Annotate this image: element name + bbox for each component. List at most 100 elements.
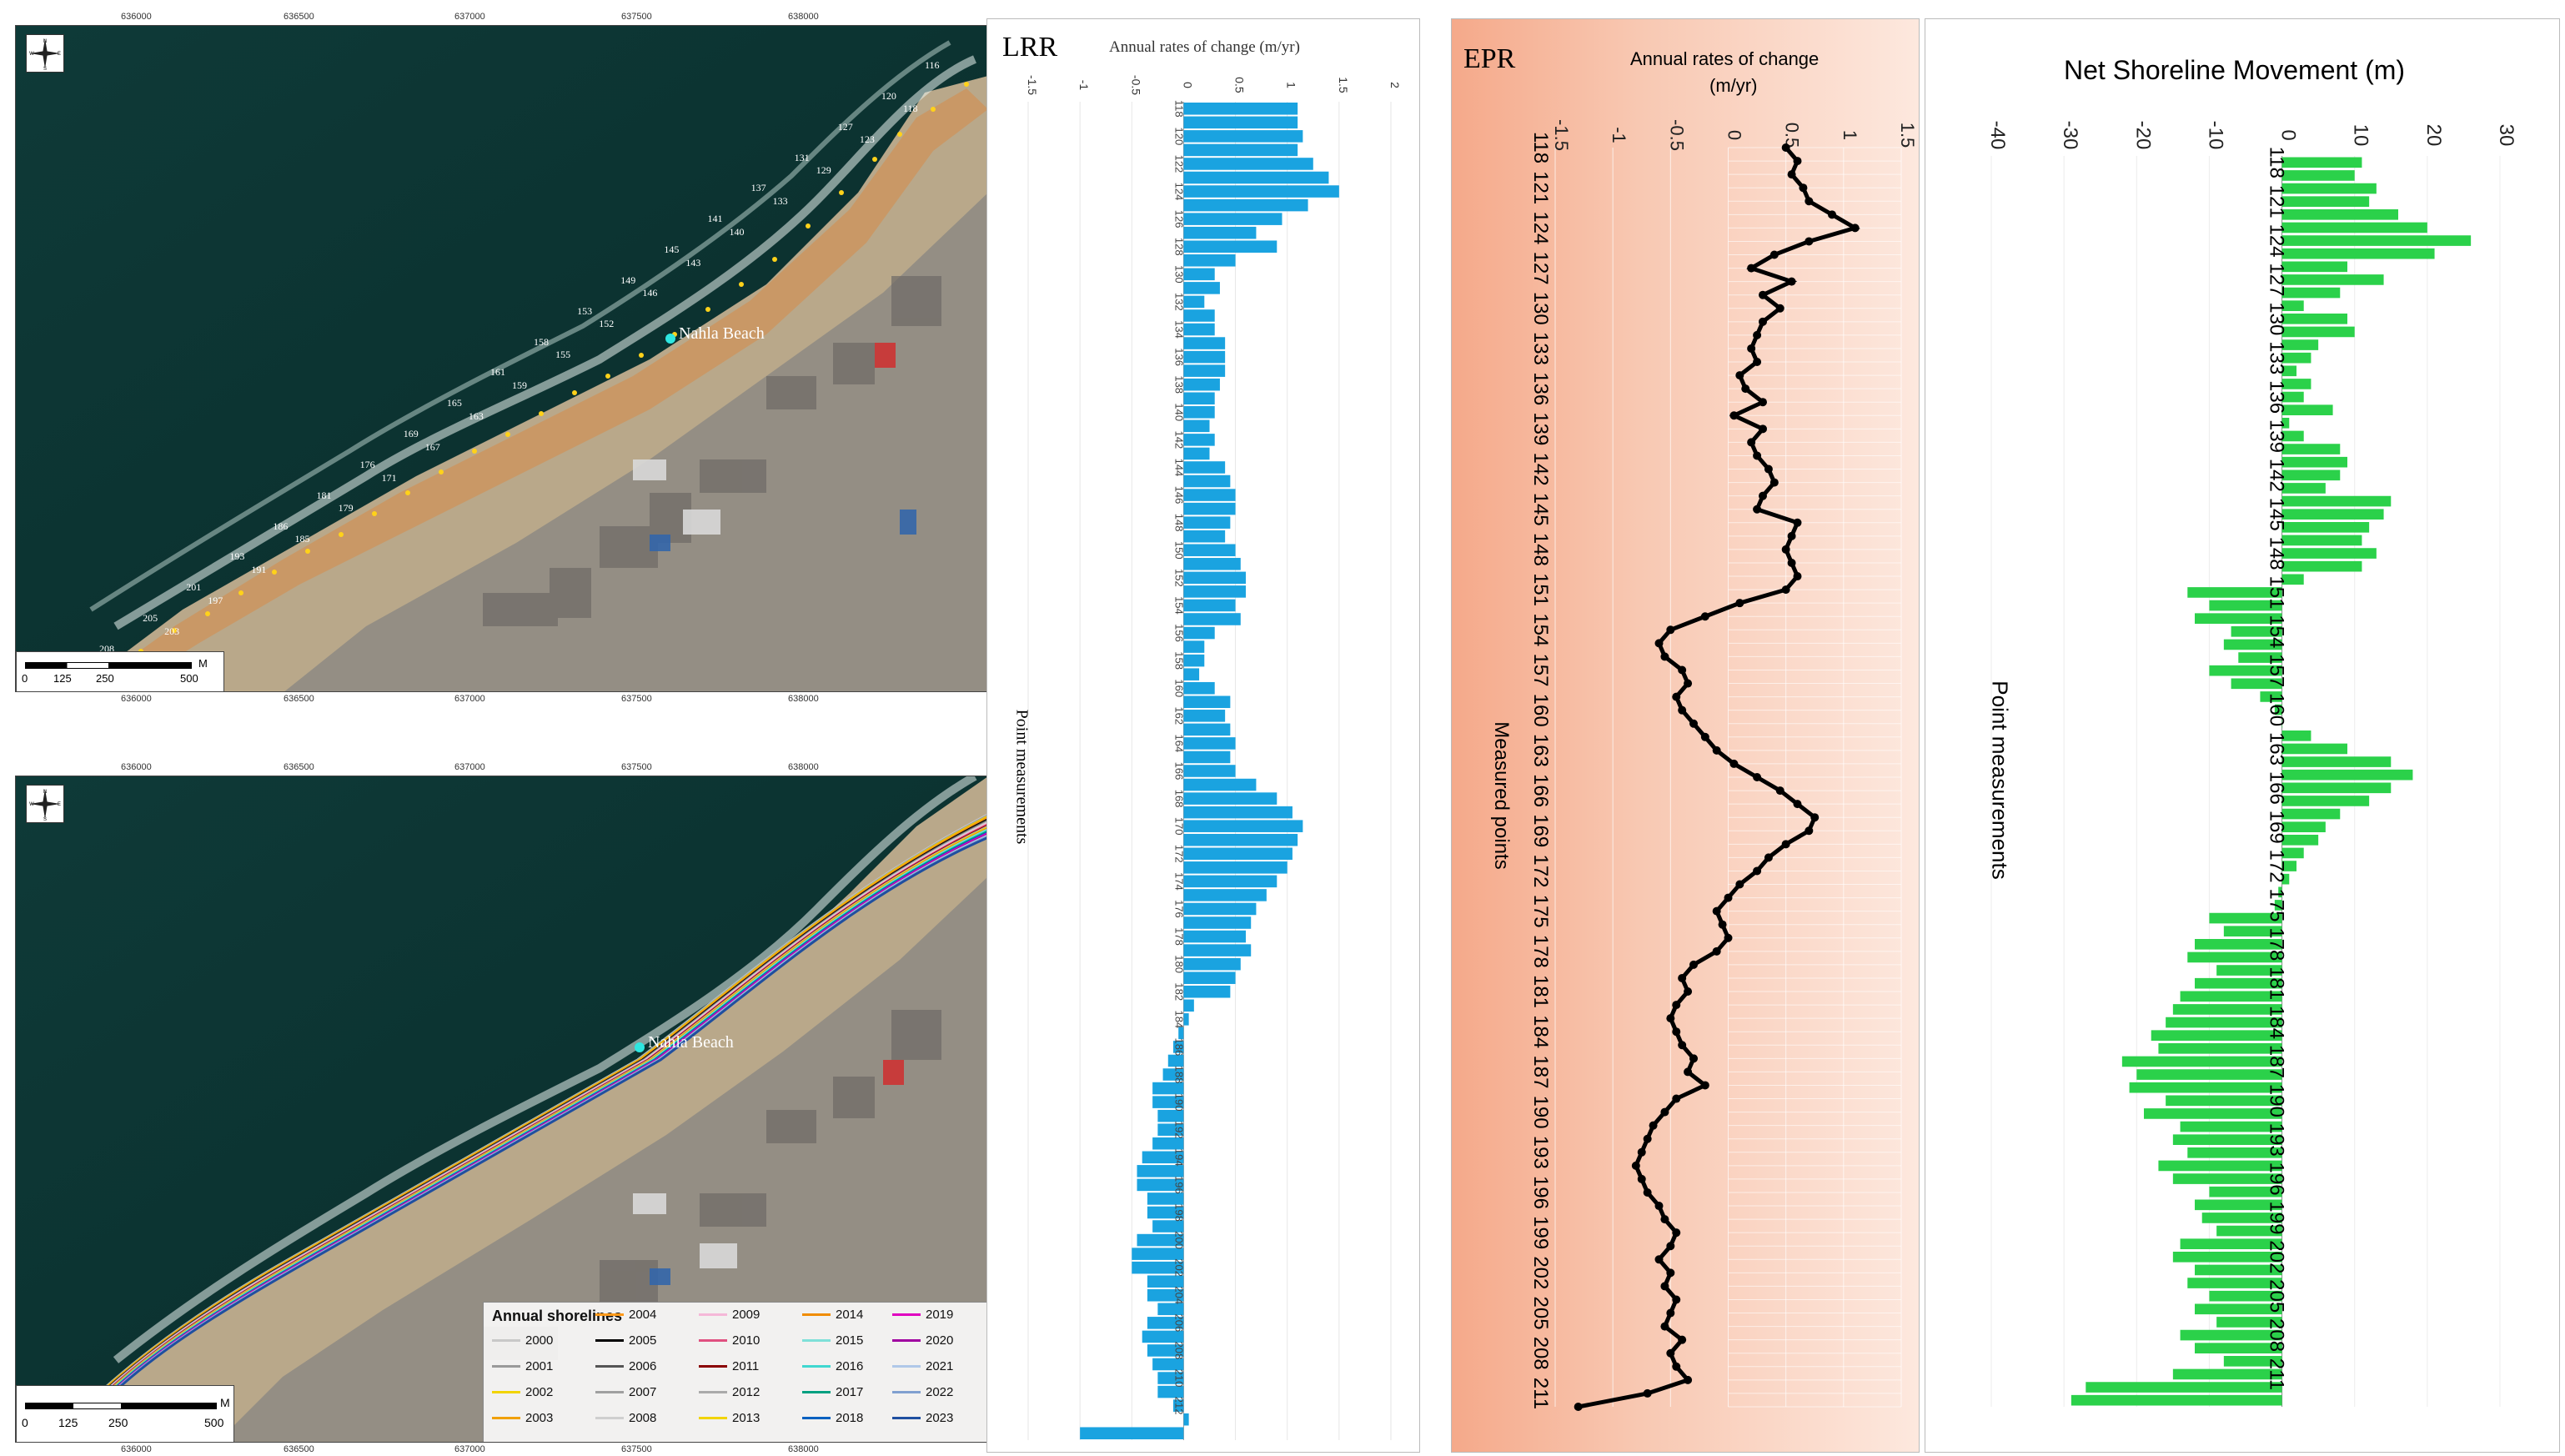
lrr-y-tick: 184 — [1172, 1010, 1185, 1028]
epr-panel — [1451, 18, 1920, 1453]
compass-s: S — [43, 67, 47, 72]
nsm-bar — [2071, 1394, 2282, 1406]
epr-point — [1654, 1255, 1664, 1264]
transect-label: 176 — [359, 458, 375, 470]
x-tick: 636500 — [284, 694, 314, 704]
lrr-y-tick: 130 — [1172, 265, 1185, 284]
lrr-y-tick: 212 — [1172, 1397, 1185, 1415]
legend-item-2022: 2022 — [892, 1385, 953, 1399]
lrr-bar — [1152, 1137, 1184, 1150]
nsm-bar — [2166, 1017, 2282, 1028]
transect-label: 163 — [468, 409, 484, 422]
nsm-bar — [2281, 379, 2312, 389]
transect-label: 145 — [664, 244, 680, 256]
lrr-bar — [1183, 681, 1215, 695]
epr-chart: -1.5 -1 -0.5 0 0.5 1 1.51181211241271301331361… — [1529, 119, 1918, 1411]
legend-item-2010: 2010 — [699, 1333, 760, 1348]
epr-y-tick: 148 — [1529, 533, 1552, 566]
map-bottom: Nahla Beach N S W E 0 125 250 500 M Annu… — [15, 776, 987, 1443]
nsm-bar — [2166, 1095, 2282, 1107]
nsm-bar — [2144, 1108, 2282, 1119]
nsm-y-tick: 130 — [2266, 302, 2288, 335]
transect-label: 123 — [859, 133, 875, 146]
epr-point — [1666, 1348, 1675, 1358]
legend-swatch — [595, 1391, 624, 1393]
epr-point — [1712, 946, 1721, 956]
transect-label: 133 — [772, 194, 788, 207]
legend-year: 2009 — [732, 1308, 760, 1322]
nsm-bar — [2281, 782, 2392, 794]
legend-item-2011: 2011 — [699, 1359, 759, 1373]
transect-label: 155 — [555, 349, 571, 361]
lrr-bar — [1147, 1317, 1184, 1329]
legend-item-2019: 2019 — [892, 1308, 953, 1322]
nsm-bar — [2281, 835, 2319, 846]
epr-point — [1660, 1107, 1669, 1117]
lrr-bar — [1183, 944, 1252, 956]
lrr-y-tick: 210 — [1172, 1369, 1185, 1388]
compass-n: N — [43, 39, 47, 44]
lrr-bar — [1183, 613, 1241, 625]
epr-point — [1643, 1134, 1652, 1143]
legend-year: 2008 — [629, 1411, 657, 1425]
nsm-bar — [2281, 456, 2347, 468]
epr-x-tick: -1 — [1609, 127, 1629, 143]
x-tick: 638000 — [788, 694, 819, 704]
lrr-bar — [1183, 309, 1215, 322]
nsm-y-tick: 208 — [2266, 1318, 2288, 1352]
nsm-bar — [2195, 1199, 2282, 1211]
lrr-y-tick: 192 — [1172, 1121, 1185, 1139]
epr-point — [1753, 866, 1762, 876]
transect-label: 120 — [881, 89, 896, 102]
transect-label: 205 — [143, 612, 158, 625]
lrr-y-tick: 156 — [1172, 624, 1185, 642]
epr-point — [1759, 424, 1767, 434]
lrr-y-tick: 146 — [1172, 486, 1185, 505]
legend-item-2023: 2023 — [892, 1411, 953, 1425]
lrr-bar — [1080, 1427, 1184, 1439]
transect-label: 161 — [489, 366, 505, 379]
epr-point — [1764, 464, 1773, 474]
legend-item-2015: 2015 — [802, 1333, 863, 1348]
epr-y-tick: 190 — [1529, 1096, 1552, 1129]
lrr-bar — [1183, 889, 1267, 901]
lrr-bar — [1132, 1248, 1184, 1260]
epr-point — [1684, 679, 1693, 688]
nsm-bar — [2187, 951, 2282, 963]
nsm-x-tick: -30 — [2059, 121, 2081, 150]
lrr-bar — [1183, 198, 1308, 212]
transect-label: 159 — [512, 379, 527, 391]
nsm-x-tick: 30 — [2495, 124, 2517, 147]
legend-swatch — [492, 1339, 520, 1342]
legend-swatch — [492, 1391, 520, 1393]
epr-point — [1805, 197, 1814, 206]
nsm-bar — [2281, 300, 2304, 311]
x-tick: 636000 — [121, 762, 152, 772]
compass-e: E — [58, 52, 61, 57]
nsm-bar — [2281, 743, 2347, 755]
epr-point — [1787, 170, 1796, 179]
nsm-bar — [2195, 613, 2282, 624]
lrr-bar — [1183, 116, 1298, 129]
nsm-y-tick: 196 — [2266, 1162, 2288, 1196]
lrr-bar — [1183, 930, 1246, 943]
nsm-bar — [2281, 483, 2326, 494]
transect-label: 201 — [186, 581, 202, 594]
transect-label: 153 — [577, 304, 593, 317]
epr-point — [1775, 786, 1784, 796]
legend-item-2000: 2000 — [492, 1333, 553, 1348]
nsm-y-tick: 184 — [2266, 1006, 2288, 1039]
compass-icon: N S W E — [29, 38, 61, 72]
lrr-y-tick: 172 — [1172, 845, 1185, 863]
lrr-bar — [1183, 806, 1293, 819]
nsm-y-tick: 145 — [2266, 498, 2288, 531]
nsm-bar — [2281, 861, 2296, 871]
lrr-bar — [1183, 406, 1215, 419]
legend-year: 2002 — [525, 1385, 554, 1399]
nsm-y-tick: 205 — [2266, 1279, 2288, 1313]
lrr-bar — [1178, 1027, 1184, 1040]
nsm-bar — [2195, 939, 2282, 950]
epr-point — [1805, 237, 1814, 246]
lrr-bar — [1183, 972, 1236, 984]
epr-point — [1672, 1295, 1681, 1304]
